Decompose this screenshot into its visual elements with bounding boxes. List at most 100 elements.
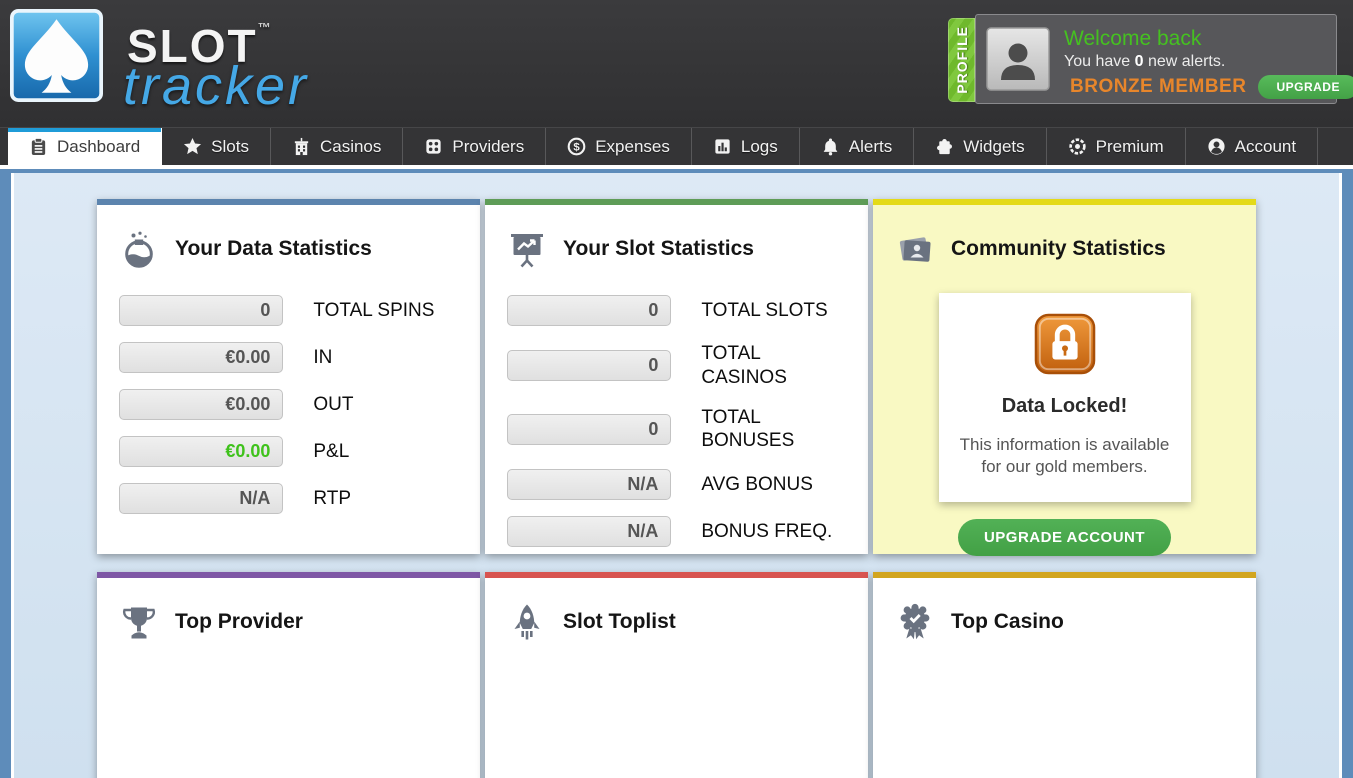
brand-title: SLOT™	[127, 20, 271, 72]
brand-wordmark: SLOT™ tracker	[123, 9, 383, 116]
card-header: Your Slot Statistics	[507, 229, 846, 269]
card-header: Top Casino	[895, 602, 1234, 642]
tab-label: Logs	[740, 136, 778, 156]
bonus-freq-value[interactable]: N/A	[507, 516, 672, 547]
alerts-status: You have 0 new alerts.	[1064, 53, 1226, 71]
stat-label: TOTAL SLOTS	[701, 299, 828, 321]
card-bottom-shadow	[133, 774, 444, 778]
card-title: Top Provider	[175, 610, 303, 633]
upgrade-account-wrap: UPGRADE ACCOUNT	[895, 519, 1234, 557]
stat-label: BONUS FREQ.	[701, 520, 833, 542]
in-value[interactable]: €0.00	[119, 342, 284, 373]
locked-message: This information is available for our go…	[959, 435, 1170, 477]
stat-row-pnl: €0.00 P&L	[119, 436, 458, 467]
bell-icon	[823, 138, 838, 156]
app-header: SLOT™ tracker PROFILE Welcome back You h…	[0, 0, 1353, 127]
rosette-icon	[900, 603, 930, 640]
tab-alerts[interactable]: Alerts	[800, 128, 915, 165]
tab-expenses[interactable]: $ Expenses	[546, 128, 692, 165]
tab-account[interactable]: Account	[1186, 128, 1319, 165]
total-spins-value[interactable]: 0	[119, 295, 284, 326]
stat-label: TOTAL SPINS	[313, 299, 435, 321]
card-header: Community Statistics	[895, 229, 1234, 269]
brand-subtitle: tracker	[123, 56, 310, 116]
card-title: Community Statistics	[951, 237, 1166, 260]
tab-label: Slots	[211, 136, 249, 156]
card-bottom-shadow	[521, 774, 832, 778]
presentation-icon	[511, 234, 543, 268]
card-your-data-statistics: Your Data Statistics 0 TOTAL SPINS €0.00…	[97, 199, 480, 554]
membership-row: BRONZE MEMBER UPGRADE	[1064, 75, 1353, 100]
stats-list: 0 TOTAL SLOTS 0 TOTAL CASINOS 0 TOTAL BO…	[507, 295, 846, 547]
spade-logo-icon	[10, 9, 103, 102]
building-icon	[294, 137, 309, 156]
community-icon	[899, 237, 931, 262]
profile-widget: PROFILE Welcome back You have 0 new aler…	[948, 14, 1353, 104]
tab-label: Account	[1234, 136, 1297, 156]
tab-providers[interactable]: Providers	[403, 128, 547, 165]
tab-premium[interactable]: Premium	[1047, 128, 1186, 165]
stat-label: AVG BONUS	[701, 473, 813, 495]
card-your-slot-statistics: Your Slot Statistics 0 TOTAL SLOTS 0 TOT…	[485, 199, 868, 554]
brand-logo[interactable]: SLOT™ tracker	[10, 9, 383, 116]
tab-label: Widgets	[963, 136, 1025, 156]
stat-row-avg-bonus: N/A AVG BONUS	[507, 469, 846, 500]
tab-logs[interactable]: Logs	[692, 128, 800, 165]
tab-label: Dashboard	[57, 136, 141, 156]
stat-row-in: €0.00 IN	[119, 342, 458, 373]
stat-row-total-spins: 0 TOTAL SPINS	[119, 295, 458, 326]
card-header: Slot Toplist	[507, 602, 846, 642]
tab-label: Alerts	[848, 136, 893, 156]
alerts-count: 0	[1134, 53, 1144, 71]
clipboard-icon	[31, 137, 46, 156]
membership-level: BRONZE MEMBER	[1070, 76, 1247, 98]
stat-row-total-slots: 0 TOTAL SLOTS	[507, 295, 846, 326]
stat-row-rtp: N/A RTP	[119, 483, 458, 514]
card-community-statistics: Community Statistics Data Locke	[873, 199, 1256, 557]
flask-icon	[125, 231, 153, 268]
card-header: Top Provider	[119, 602, 458, 642]
profile-tab-label: PROFILE	[953, 26, 970, 94]
stat-row-out: €0.00 OUT	[119, 389, 458, 420]
card-title: Top Casino	[951, 610, 1064, 633]
tab-casinos[interactable]: Casinos	[271, 128, 404, 165]
tab-label: Premium	[1095, 136, 1164, 156]
out-value[interactable]: €0.00	[119, 389, 284, 420]
welcome-message: Welcome back	[1064, 27, 1202, 50]
profile-panel: Welcome back You have 0 new alerts. BRON…	[975, 14, 1353, 104]
premium-badge-icon	[1068, 138, 1086, 155]
tab-label: Casinos	[319, 136, 382, 156]
profile-text: Welcome back You have 0 new alerts. BRON…	[1064, 27, 1353, 100]
puzzle-icon	[937, 138, 953, 155]
stat-row-total-bonuses: 0 TOTAL BONUSES	[507, 406, 846, 454]
avg-bonus-value[interactable]: N/A	[507, 469, 672, 500]
content-panel: Your Data Statistics 0 TOTAL SPINS €0.00…	[11, 173, 1342, 778]
total-bonuses-value[interactable]: 0	[507, 413, 672, 445]
tab-widgets[interactable]: Widgets	[914, 128, 1047, 165]
pnl-value[interactable]: €0.00	[119, 436, 284, 467]
stat-row-bonus-freq: N/A BONUS FREQ.	[507, 516, 846, 547]
card-title: Slot Toplist	[563, 610, 676, 633]
upgrade-button[interactable]: UPGRADE	[1258, 75, 1353, 100]
card-title: Your Slot Statistics	[563, 237, 754, 260]
total-slots-value[interactable]: 0	[507, 295, 672, 326]
page-background: Your Data Statistics 0 TOTAL SPINS €0.00…	[0, 165, 1353, 778]
stat-label: TOTAL BONUSES	[701, 406, 795, 452]
stat-label: P&L	[313, 440, 350, 462]
card-top-casino: Top Casino	[873, 572, 1256, 778]
trophy-icon	[122, 607, 156, 639]
stat-row-total-casinos: 0 TOTAL CASINOS	[507, 342, 846, 390]
tab-dashboard[interactable]: Dashboard	[8, 128, 163, 165]
stat-label: OUT	[313, 393, 354, 415]
profile-tab[interactable]: PROFILE	[948, 18, 975, 102]
rocket-icon	[514, 604, 540, 640]
stat-label: IN	[313, 346, 333, 368]
stat-label: TOTAL CASINOS	[701, 343, 787, 388]
locked-heading: Data Locked!	[1001, 395, 1128, 417]
tab-slots[interactable]: Slots	[162, 128, 271, 165]
upgrade-account-button[interactable]: UPGRADE ACCOUNT	[957, 519, 1172, 557]
main-nav: Dashboard Slots Casinos Providers $ E	[0, 127, 1353, 165]
rtp-value[interactable]: N/A	[119, 483, 284, 514]
total-casinos-value[interactable]: 0	[507, 350, 672, 382]
dollar-icon: $	[567, 137, 586, 156]
